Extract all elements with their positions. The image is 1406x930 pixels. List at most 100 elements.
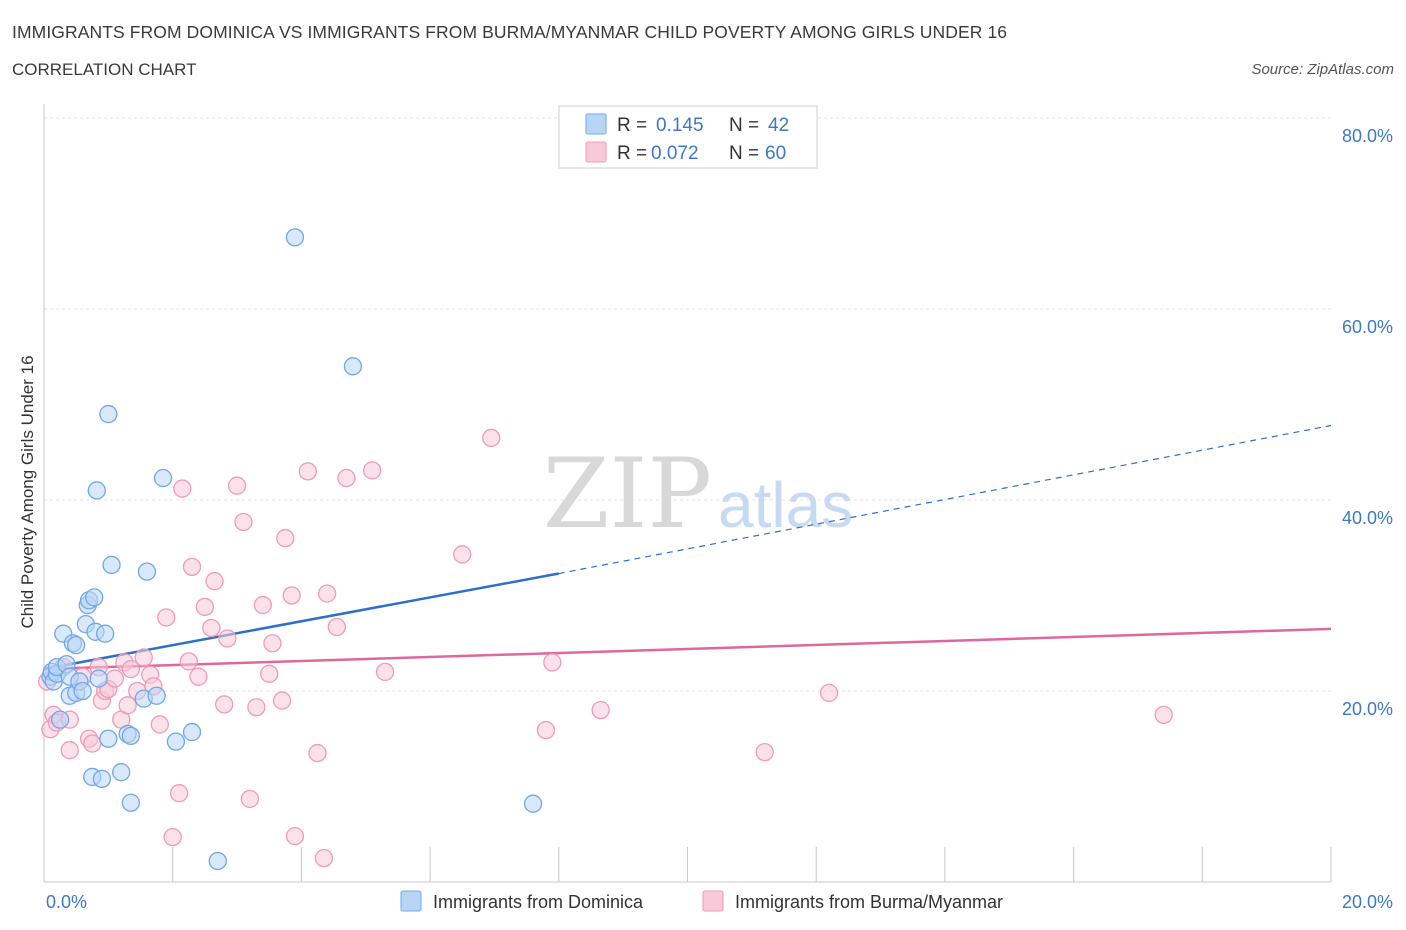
point-burma [317,584,337,603]
y-axis-label: Child Poverty Among Girls Under 16 [18,355,37,628]
point-burma [375,662,395,682]
point-dominica [87,481,106,500]
point-dominica [92,769,112,789]
point-burma [282,586,301,605]
point-burma [182,557,202,576]
point-burma [314,848,334,868]
point-burma [163,827,182,847]
point-burma [543,653,562,672]
legend-swatch-burma [702,890,724,912]
trend-line-burma [43,627,1332,671]
source-credit: Source: ZipAtlas.com [1251,61,1394,78]
point-burma [247,698,266,717]
point-burma [202,618,221,638]
point-burma [105,669,124,688]
point-burma [205,572,224,591]
point-burma [173,479,192,498]
point-burma [240,789,260,809]
point-burma [150,715,169,734]
point-burma [263,634,282,653]
chart-subtitle: CORRELATION CHART [12,60,197,79]
point-burma [179,652,198,671]
point-dominica [147,686,166,705]
point-dominica [166,732,186,751]
stats-r-label-2: R = [617,143,647,164]
point-burma [157,608,176,627]
y-tick-label: 40.0% [1342,508,1393,528]
point-dominica [102,555,121,575]
point-burma [169,784,189,803]
point-burma [819,683,839,703]
trend-line-dominica [43,572,560,671]
point-burma [234,512,253,532]
point-burma [218,629,237,648]
point-burma [121,659,141,679]
point-burma [363,461,382,480]
point-dominica [121,793,141,812]
point-dominica [73,681,92,701]
point-dominica [67,636,86,655]
point-burma [536,721,556,740]
y-tick-label: 20.0% [1342,699,1393,719]
point-dominica [89,669,108,688]
stats-n-value-2: 60 [765,143,786,164]
chart-title: IMMIGRANTS FROM DOMINICA VS IMMIGRANTS F… [12,22,1008,42]
x-tick-label-max: 20.0% [1342,892,1393,912]
point-burma [276,529,295,548]
stats-r-label-1: R = [617,115,647,136]
x-tick-label-min: 0.0% [46,892,87,912]
point-burma [453,545,472,564]
trend-lines [43,424,1332,671]
point-dominica [523,794,543,813]
watermark-atlas: atlas [718,469,853,541]
point-burma [83,734,102,753]
point-burma [308,743,327,763]
point-dominica [112,763,131,782]
point-dominica [285,228,305,247]
stats-n-label-2: N = [729,143,759,164]
point-burma [134,648,153,667]
point-dominica [85,588,104,607]
grid-lines: 20.0% 40.0% 60.0% 80.0% [44,117,1393,719]
point-burma [215,695,234,714]
point-dominica [208,851,227,871]
stats-legend: R = 0.145 N = 42 R = 0.072 N = 60 [558,105,818,169]
scatter-points [38,228,1173,871]
stats-swatch-burma [585,141,607,163]
point-dominica [95,624,115,643]
point-burma [272,691,292,710]
y-tick-label: 80.0% [1342,126,1393,146]
point-burma [482,428,501,448]
point-burma [285,827,305,846]
point-dominica [121,726,141,746]
point-burma [60,741,79,760]
point-burma [195,597,215,617]
point-burma [253,595,272,615]
legend-swatch-dominica [400,890,422,912]
y-tick-label: 60.0% [1342,317,1393,337]
legend-label-burma: Immigrants from Burma/Myanmar [735,892,1003,912]
point-burma [260,664,279,683]
stats-r-value-1: 0.145 [656,115,704,136]
stats-n-value-1: 42 [768,115,789,136]
point-burma [337,468,356,488]
stats-n-label-1: N = [729,115,759,136]
point-dominica [153,468,173,488]
axes [43,104,1332,883]
point-burma [327,617,346,637]
series-legend: Immigrants from Dominica Immigrants from… [400,890,1003,912]
point-dominica [137,562,157,581]
point-burma [591,700,610,720]
point-burma [755,742,774,762]
point-dominica [182,722,202,742]
point-dominica [99,729,118,748]
point-burma [189,667,208,686]
point-burma [118,696,137,715]
stats-r-value-2: 0.072 [651,143,699,164]
legend-label-dominica: Immigrants from Dominica [433,892,644,912]
point-burma [1154,705,1173,725]
point-burma [298,462,317,481]
point-dominica [99,404,118,424]
point-burma [227,476,247,495]
